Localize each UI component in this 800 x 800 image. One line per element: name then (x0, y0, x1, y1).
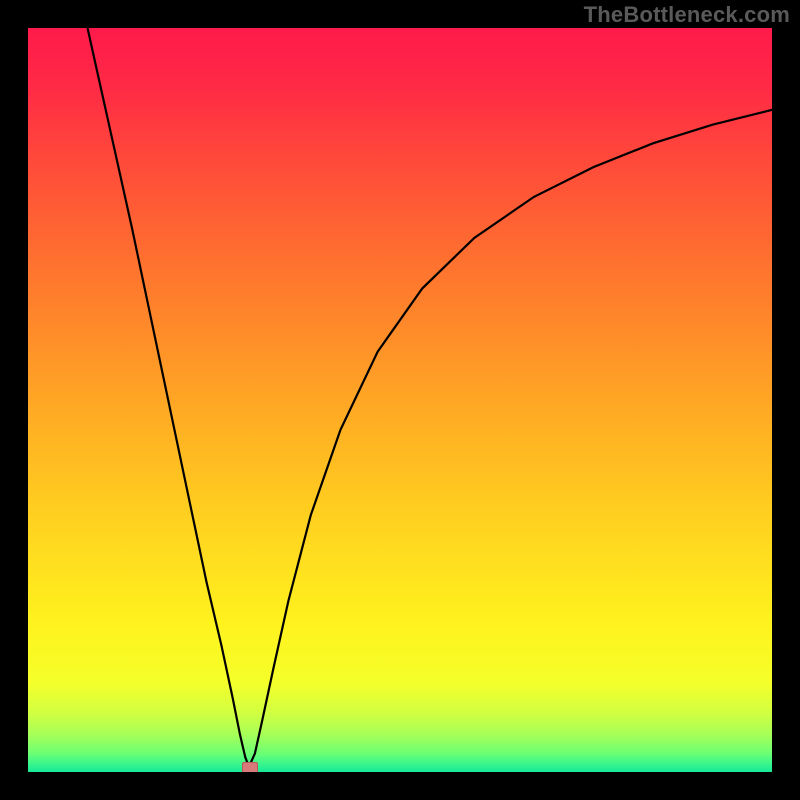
curve-right-branch (249, 110, 772, 767)
plot-area (28, 28, 772, 772)
minimum-marker (242, 762, 258, 772)
curve-left-branch (88, 28, 249, 767)
watermark-text: TheBottleneck.com (584, 2, 790, 28)
bottleneck-curve (28, 28, 772, 772)
